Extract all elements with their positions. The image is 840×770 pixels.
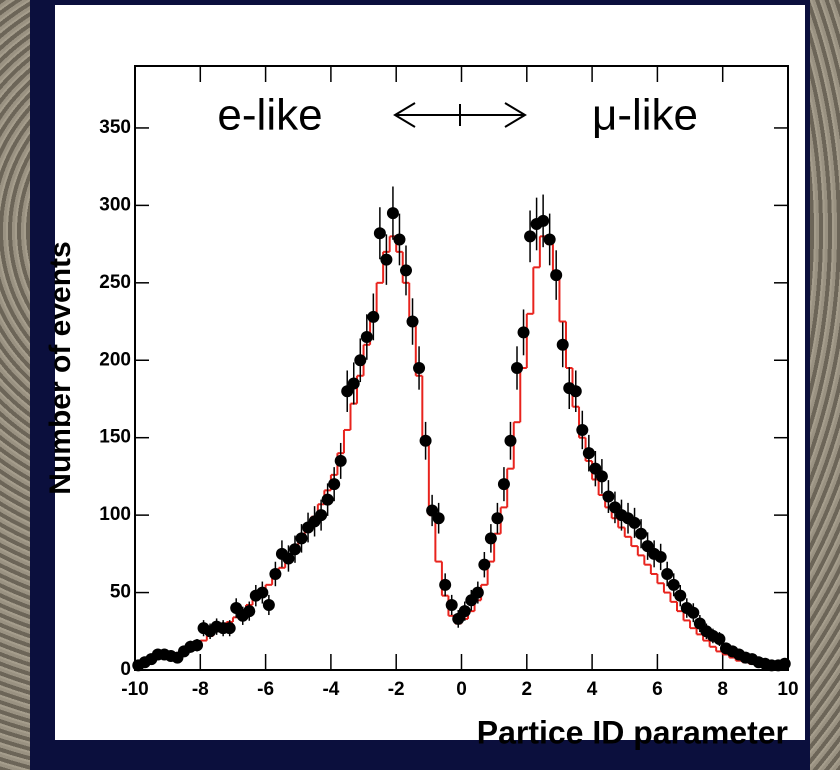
data-point	[334, 454, 347, 467]
data-point	[778, 657, 791, 670]
y-tick-label: 0	[120, 659, 131, 680]
data-point	[628, 516, 641, 529]
data-point	[635, 527, 648, 540]
data-point	[517, 326, 530, 339]
x-axis-title: Partice ID parameter	[477, 714, 788, 750]
data-point	[360, 331, 373, 344]
y-tick-label: 50	[110, 582, 131, 603]
data-point	[321, 493, 334, 506]
y-tick-label: 100	[99, 504, 131, 525]
data-point	[256, 586, 269, 599]
data-point	[595, 470, 608, 483]
data-point	[497, 478, 510, 491]
data-point	[550, 269, 563, 282]
data-point	[582, 447, 595, 460]
data-point	[399, 264, 412, 277]
data-point	[556, 338, 569, 351]
data-point	[504, 434, 517, 447]
data-point	[282, 552, 295, 565]
data-point	[667, 578, 680, 591]
data-point	[393, 233, 406, 246]
data-point	[661, 567, 674, 580]
x-tick-label: -6	[257, 679, 274, 700]
data-point	[295, 532, 308, 545]
data-point	[687, 606, 700, 619]
data-point	[484, 532, 497, 545]
data-point	[543, 233, 556, 246]
y-tick-label: 150	[99, 427, 131, 448]
x-tick-label: -4	[322, 679, 339, 700]
data-point	[347, 377, 360, 390]
y-tick-label: 300	[99, 194, 131, 215]
data-point	[328, 478, 341, 491]
annotation: e-like	[217, 91, 322, 140]
data-point	[367, 310, 380, 323]
x-tick-label: 10	[777, 679, 798, 700]
data-point	[674, 589, 687, 602]
annotation: μ-like	[592, 91, 698, 140]
x-tick-label: 4	[587, 679, 598, 700]
data-point	[471, 586, 484, 599]
data-point	[537, 214, 550, 227]
data-point	[569, 385, 582, 398]
x-tick-label: -2	[388, 679, 405, 700]
data-point	[269, 567, 282, 580]
data-point	[288, 543, 301, 556]
data-point	[524, 230, 537, 243]
y-tick-label: 350	[99, 117, 131, 138]
x-tick-label: 2	[522, 679, 533, 700]
data-point	[315, 509, 328, 522]
data-point	[413, 362, 426, 374]
arrow	[393, 102, 527, 128]
x-tick-label: 8	[717, 679, 728, 700]
data-point	[458, 605, 471, 618]
data-point	[386, 207, 399, 220]
x-tick-label: -10	[121, 679, 148, 700]
data-point	[373, 227, 386, 240]
data-point	[354, 354, 367, 367]
data-point	[191, 639, 204, 652]
x-tick-label: 0	[456, 679, 467, 700]
data-point	[478, 558, 491, 571]
y-axis-title: Number of events	[44, 241, 77, 494]
data-point	[380, 253, 393, 266]
y-tick-label: 200	[99, 349, 131, 370]
data-point	[432, 512, 445, 525]
data-point	[654, 550, 667, 563]
data-point	[576, 423, 589, 436]
y-tick-label: 250	[99, 272, 131, 293]
data-point	[419, 434, 432, 447]
data-point	[445, 598, 458, 611]
data-point	[223, 622, 236, 635]
panel	[55, 5, 805, 740]
data-point	[439, 578, 452, 591]
data-point	[511, 362, 524, 374]
data-point	[243, 605, 256, 618]
data-point	[406, 315, 419, 328]
data-point	[491, 512, 504, 525]
x-tick-label: -8	[192, 679, 209, 700]
x-tick-label: 6	[652, 679, 663, 700]
data-point	[602, 490, 615, 503]
data-point	[262, 598, 275, 611]
data-point	[713, 633, 726, 646]
